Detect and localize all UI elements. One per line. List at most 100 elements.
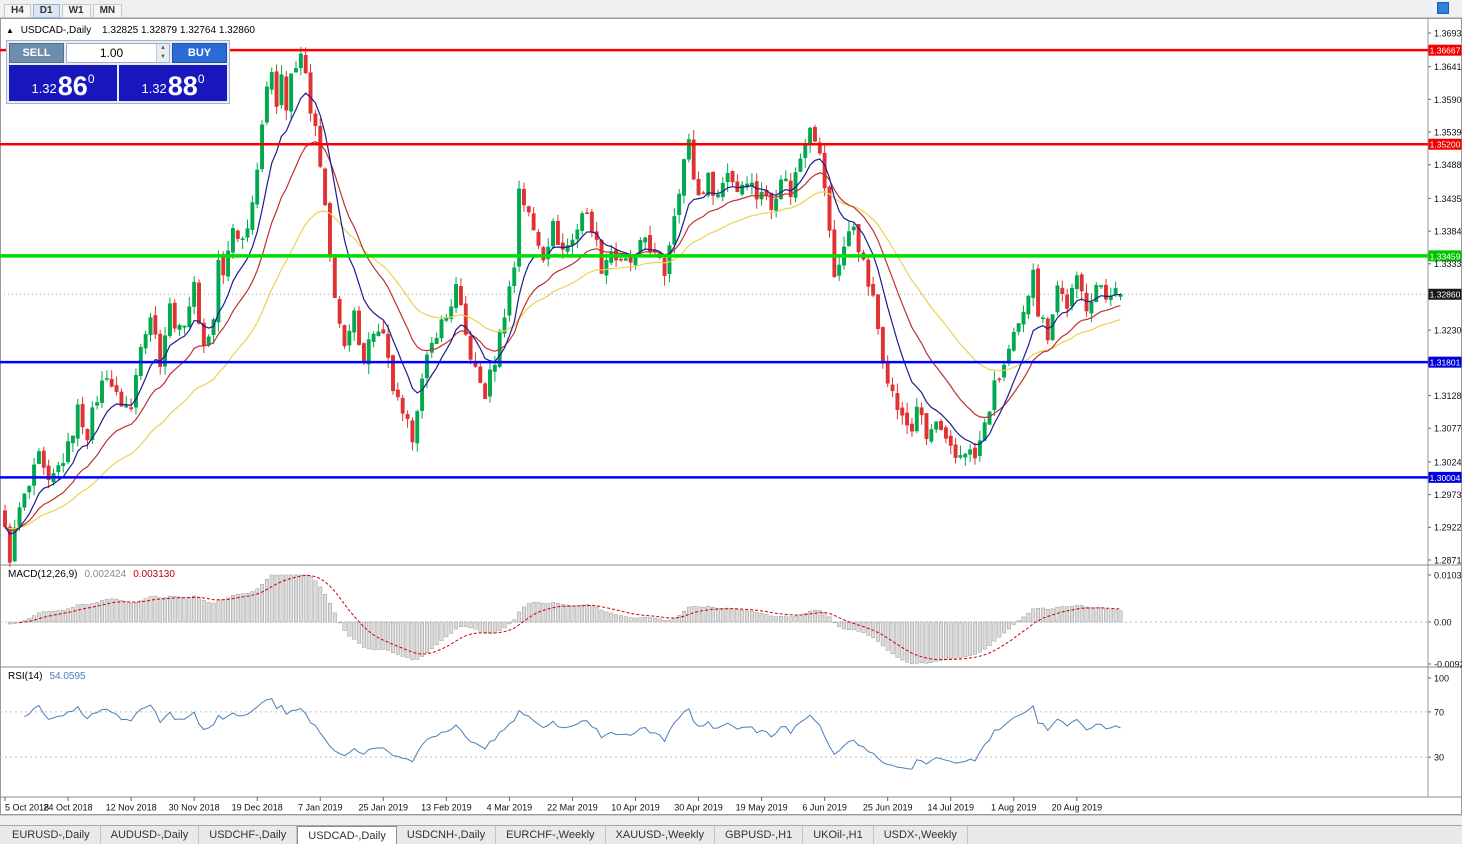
macd-main-value: 0.002424 [84,569,127,580]
date-axis-label: 24 Oct 2018 [44,803,93,813]
timeframe-button-d1[interactable]: D1 [32,3,60,18]
price-axis-label: 1.33845 [1434,227,1462,237]
candles [3,46,1123,568]
date-axis-label: 10 Apr 2019 [611,803,660,813]
macd-title: MACD(12,26,9) [8,569,78,580]
chart-ohlc-values: 1.32825 1.32879 1.32764 1.32860 [102,25,255,36]
rsi-axis-label: 30 [1434,753,1444,763]
svg-text:1.36667: 1.36667 [1430,46,1461,56]
date-axis-label: 30 Nov 2018 [169,803,220,813]
date-axis-label: 19 Dec 2018 [232,803,283,813]
hline-price-badge [1428,250,1462,262]
rsi-header: RSI(14) 54.0595 [8,671,86,682]
hline-price-badge [1428,356,1462,368]
chart-window-icon[interactable] [1437,2,1449,14]
price-axis-label: 1.31280 [1434,391,1462,401]
hline-price-badge [1428,138,1462,150]
price-axis-label: 1.29735 [1434,490,1462,500]
svg-text:1.30004: 1.30004 [1430,473,1461,483]
price-axis-label: 1.28715 [1434,555,1462,565]
chart-tab-usdcad[interactable]: USDCAD-,Daily [297,826,397,844]
chart-tab-usdchf[interactable]: USDCHF-,Daily [199,826,298,844]
rsi-axis-label: 70 [1434,707,1444,717]
chart-window-border [0,18,1462,815]
buy-price-sup: 0 [197,72,205,86]
timeframe-button-h4[interactable]: H4 [4,3,31,18]
volume-increase-button[interactable]: ▲ [157,44,169,53]
price-axis-label: 1.30245 [1434,457,1462,467]
price-axis-label: 1.30770 [1434,424,1462,434]
macd-axis-label: 0.010311 [1434,570,1462,580]
macd-axis-label: 0.00 [1434,617,1452,627]
chart-tab-xauusd[interactable]: XAUUSD-,Weekly [606,826,715,844]
rsi-line [24,698,1121,770]
date-axis-label: 14 Jul 2019 [927,803,974,813]
price-axis-label: 1.33335 [1434,259,1462,269]
sell-button[interactable]: SELL [9,43,64,63]
price-axis-label: 1.35900 [1434,95,1462,105]
date-axis-label: 25 Jun 2019 [863,803,913,813]
macd-signal-value: 0.003130 [133,569,175,580]
buy-price-big: 1.32 [141,81,167,96]
date-axis-label: 1 Aug 2019 [991,803,1037,813]
date-axis-label: 12 Nov 2018 [106,803,157,813]
buy-button[interactable]: BUY [172,43,227,63]
chart-canvas[interactable]: 1.366671.352001.334591.318011.300041.369… [0,18,1462,815]
volume-input[interactable] [67,44,156,62]
price-axis-label: 1.29225 [1434,523,1462,533]
hline-price-badge [1428,44,1462,56]
moving-average-fast [4,92,1121,535]
moving-average-slow [4,191,1121,530]
timeframe-button-mn[interactable]: MN [92,3,123,18]
svg-text:1.32860: 1.32860 [1430,290,1461,300]
timeframe-buttons: H4 D1 W1 MN [4,0,124,18]
svg-text:1.31801: 1.31801 [1430,358,1461,368]
hline-price-badge [1428,471,1462,483]
chart-symbol-label: USDCAD-,Daily [20,25,92,36]
trade-panel-controls: SELL ▲ ▼ BUY [9,43,227,63]
svg-text:1.35200: 1.35200 [1430,140,1461,150]
sell-price-display[interactable]: 1.32 86 0 [9,65,117,101]
sell-price-pips: 86 [57,71,88,102]
sell-price-big: 1.32 [31,81,57,96]
date-axis-label: 5 Oct 2018 [5,803,49,813]
timeframe-toolbar: H4 D1 W1 MN [0,0,1462,18]
date-axis-label: 7 Jan 2019 [298,803,343,813]
svg-text:1.33459: 1.33459 [1430,251,1461,261]
chart-tab-eurchf[interactable]: EURCHF-,Weekly [496,826,606,844]
volume-decrease-button[interactable]: ▼ [157,53,169,62]
trade-panel-prices: 1.32 86 0 1.32 88 0 [9,65,227,101]
horizontal-scrollbar[interactable] [0,815,1462,825]
sell-price-sup: 0 [87,72,95,86]
chart-tab-audusd[interactable]: AUDUSD-,Daily [101,826,200,844]
macd-signal-line [19,574,1121,661]
timeframe-button-w1[interactable]: W1 [61,3,91,18]
chart-tabs: EURUSD-,Daily AUDUSD-,Daily USDCHF-,Daily U… [0,825,1462,844]
price-axis-label: 1.34880 [1434,160,1462,170]
chart-tab-usdcnh[interactable]: USDCNH-,Daily [397,826,497,844]
macd-header: MACD(12,26,9) 0.002424 0.003130 [8,569,175,580]
volume-input-group: ▲ ▼ [66,43,170,63]
rsi-axis-label: 100 [1434,673,1449,683]
price-axis-label: 1.36935 [1434,28,1462,38]
moving-average-medium [4,141,1121,532]
moving-average-lines [4,92,1121,535]
chart-tab-eurusd[interactable]: EURUSD-,Daily [2,826,101,844]
date-axis-label: 4 Mar 2019 [487,803,533,813]
trade-panel-collapse-icon[interactable]: ▲ [6,26,14,35]
buy-price-display[interactable]: 1.32 88 0 [119,65,227,101]
date-axis-label: 20 Aug 2019 [1052,803,1103,813]
price-axis[interactable]: 1.36935 1.36410 1.35900 1.35390 1.34880 1.343… [1428,28,1462,565]
macd-axis-label: -0.009203 [1434,659,1462,669]
chart-tab-usdx[interactable]: USDX-,Weekly [874,826,968,844]
current-price-badge [1428,288,1462,300]
price-axis-label: 1.34355 [1434,194,1462,204]
price-axis-label: 1.32300 [1434,326,1462,336]
chart-tab-ukoil[interactable]: UKOil-,H1 [803,826,874,844]
rsi-value: 54.0595 [49,671,86,682]
volume-spinner: ▲ ▼ [156,44,169,62]
chart-tab-gbpusd[interactable]: GBPUSD-,H1 [715,826,804,844]
